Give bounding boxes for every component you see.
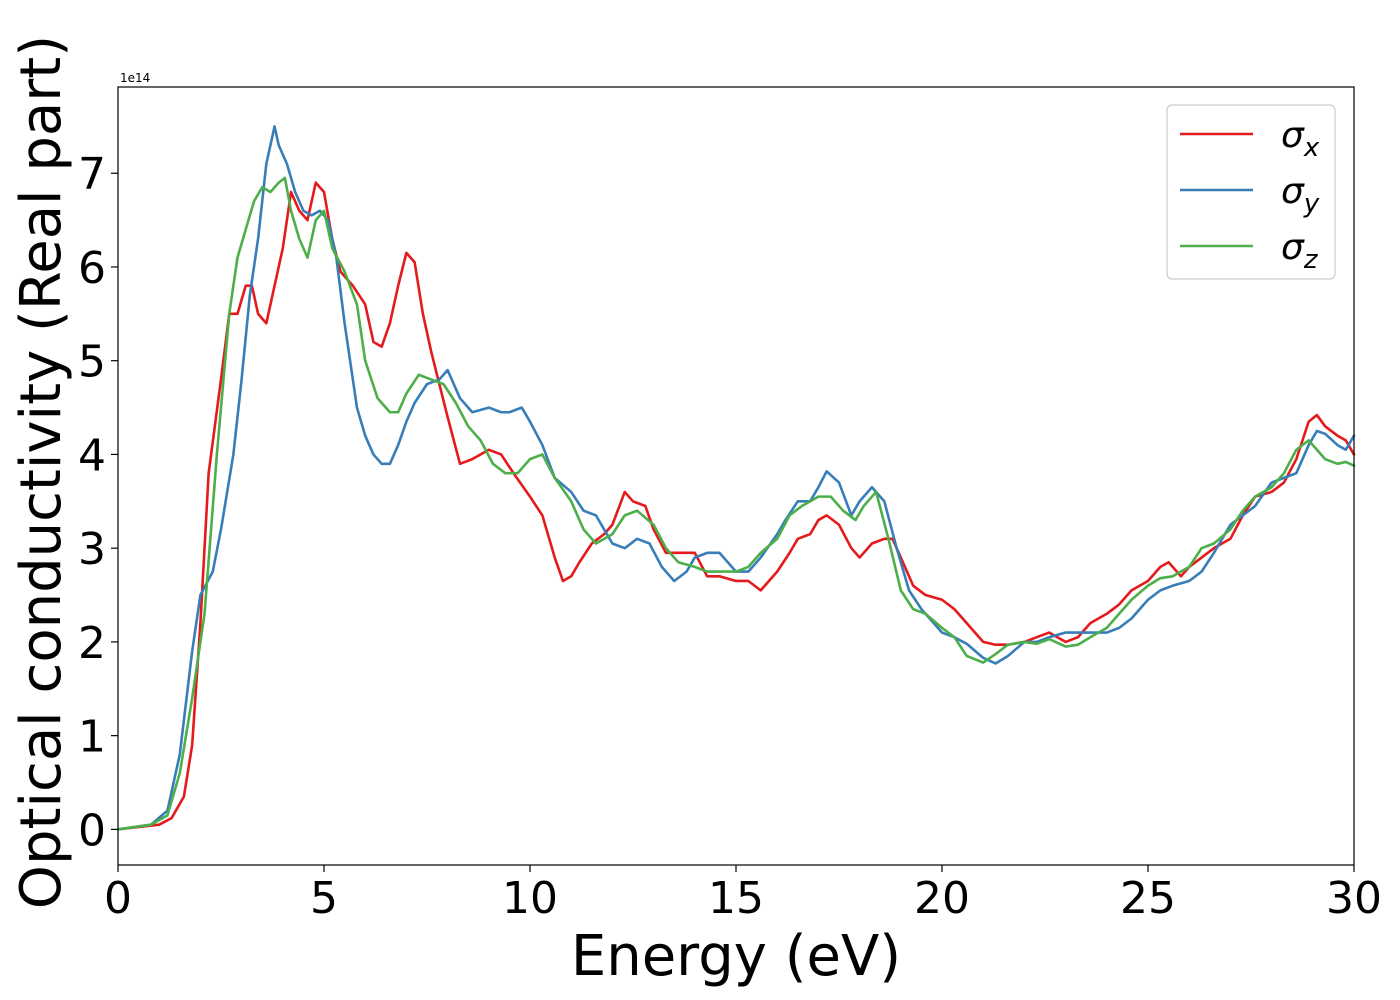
- x-axis-label: Energy (eV): [571, 924, 901, 989]
- y-tick-label: 0: [78, 805, 106, 856]
- series-line-z: [116, 176, 1356, 831]
- x-tick-label: 20: [914, 873, 970, 924]
- y-axis-offset-label: 1e14: [120, 71, 150, 85]
- series-layer: [116, 125, 1356, 831]
- x-tick-label: 25: [1120, 873, 1176, 924]
- x-tick-label: 15: [708, 873, 764, 924]
- y-axis-ticks: 0 1 2 3 4 5 6 7: [78, 149, 118, 856]
- y-tick-label: 5: [78, 337, 106, 388]
- x-axis-ticks: 0 5 10 15 20 25 30: [104, 865, 1382, 924]
- y-axis-label: Optical conductivity (Real part): [9, 35, 74, 909]
- y-tick-label: 1: [78, 712, 106, 763]
- y-tick-label: 4: [78, 430, 106, 481]
- y-tick-label: 3: [78, 524, 106, 575]
- legend-label-x: σx: [1281, 115, 1320, 163]
- legend-label-z: σz: [1281, 227, 1319, 275]
- legend-label-y: σy: [1281, 171, 1320, 219]
- x-tick-label: 5: [310, 873, 338, 924]
- x-tick-label: 10: [502, 873, 558, 924]
- y-tick-label: 7: [78, 149, 106, 200]
- y-tick-label: 6: [78, 243, 106, 294]
- series-line-y: [116, 125, 1356, 831]
- x-tick-label: 0: [104, 873, 132, 924]
- legend: σx σy σz: [1166, 104, 1336, 280]
- x-tick-label: 30: [1326, 873, 1382, 924]
- y-tick-label: 2: [78, 618, 106, 669]
- series-line-x: [116, 181, 1356, 831]
- legend-box: [1166, 104, 1336, 280]
